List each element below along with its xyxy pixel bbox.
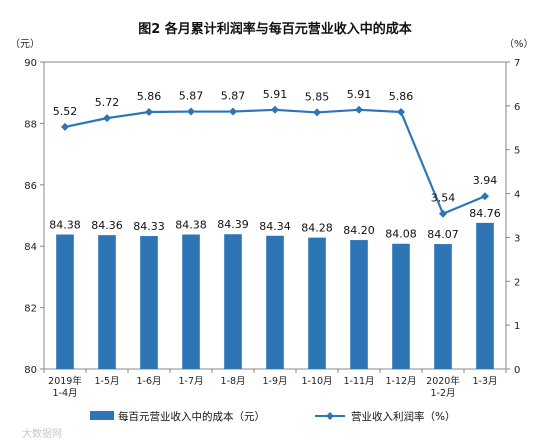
line-marker [187,107,195,116]
left-tick-label: 90 [24,58,37,69]
line-value-label: 3.54 [431,192,456,205]
legend-line-marker [326,412,334,420]
bar-value-label: 84.07 [427,228,459,241]
x-tick-label: 1-4月 [52,388,77,399]
line-value-label: 5.87 [221,90,246,103]
bar-value-label: 84.33 [133,220,165,233]
bar-value-label: 84.76 [469,207,501,220]
bar [392,243,410,369]
right-tick-label: 6 [514,102,520,113]
line-marker [145,107,153,116]
line-marker [103,114,111,123]
bar-value-label: 84.08 [385,228,417,241]
x-tick-label: 1-8月 [220,376,245,387]
right-tick-label: 3 [514,233,520,244]
watermark: 大数据网 [22,427,62,440]
x-tick-label: 2019年 [48,375,82,387]
line-value-label: 5.72 [95,96,120,109]
x-tick-label: 1-7月 [178,376,203,387]
bar [182,234,200,369]
x-tick-label: 1-10月 [301,376,332,387]
left-axis-unit: （元） [10,38,40,50]
line-value-label: 5.85 [305,90,330,103]
bar-value-label: 84.38 [49,219,81,232]
x-tick-label: 1-3月 [472,376,497,387]
line-series [64,108,486,216]
bar [350,240,368,369]
line-marker [61,122,69,131]
right-axis-unit: （%） [504,38,534,50]
legend-line-label: 营业收入利润率（%） [351,410,455,423]
legend: 每百元营业收入中的成本（元） 营业收入利润率（%） [90,410,455,423]
bar-value-label: 84.38 [175,219,207,232]
bar [266,235,284,369]
x-tick-label: 1-5月 [94,376,119,387]
bar [56,234,74,369]
line-marker [439,209,447,218]
legend-bar-swatch [90,411,114,420]
line-marker [355,105,363,114]
right-tick-label: 5 [514,146,520,157]
right-tick-label: 1 [514,321,520,332]
line-value-label: 5.86 [137,90,162,103]
legend-bar-label: 每百元营业收入中的成本（元） [118,410,265,423]
left-tick-label: 84 [24,242,37,253]
right-tick-label: 2 [514,277,520,288]
line-value-label: 5.86 [389,90,414,103]
line-value-label: 5.52 [53,105,78,118]
bar-value-label: 84.34 [259,220,291,233]
bar [98,235,116,369]
line-value-label: 5.87 [179,90,204,103]
line-value-label: 5.91 [347,88,372,101]
right-tick-label: 0 [514,365,520,376]
x-tick-label: 1-6月 [136,376,161,387]
right-tick-label: 4 [514,190,520,201]
left-tick-label: 80 [24,365,37,376]
line-value-label: 5.91 [263,88,288,101]
bar [224,234,242,369]
bar [476,222,494,369]
line-marker [481,192,489,201]
right-tick-label: 7 [514,58,520,69]
chart-title: 图2 各月累计利润率与每百元营业收入中的成本 [138,21,412,37]
line-marker [271,105,279,114]
line-marker [397,107,405,116]
bar-value-label: 84.36 [91,219,123,232]
bar-value-label: 84.28 [301,222,333,235]
line-marker [229,107,237,116]
x-tick-label: 2020年 [426,375,460,387]
x-tick-label: 1-2月 [430,388,455,399]
line-marker [313,108,321,117]
x-tick-label: 1-11月 [343,376,374,387]
left-tick-label: 88 [24,119,37,130]
line-value-label: 3.94 [473,174,498,187]
left-tick-label: 82 [24,304,37,315]
left-tick-label: 86 [24,181,37,192]
bar-value-label: 84.20 [343,224,375,237]
x-tick-label: 1-9月 [262,376,287,387]
bar [140,236,158,369]
x-tick-label: 1-12月 [385,376,416,387]
bar [434,244,452,369]
bar [308,237,326,369]
bar-value-label: 84.39 [217,218,249,231]
